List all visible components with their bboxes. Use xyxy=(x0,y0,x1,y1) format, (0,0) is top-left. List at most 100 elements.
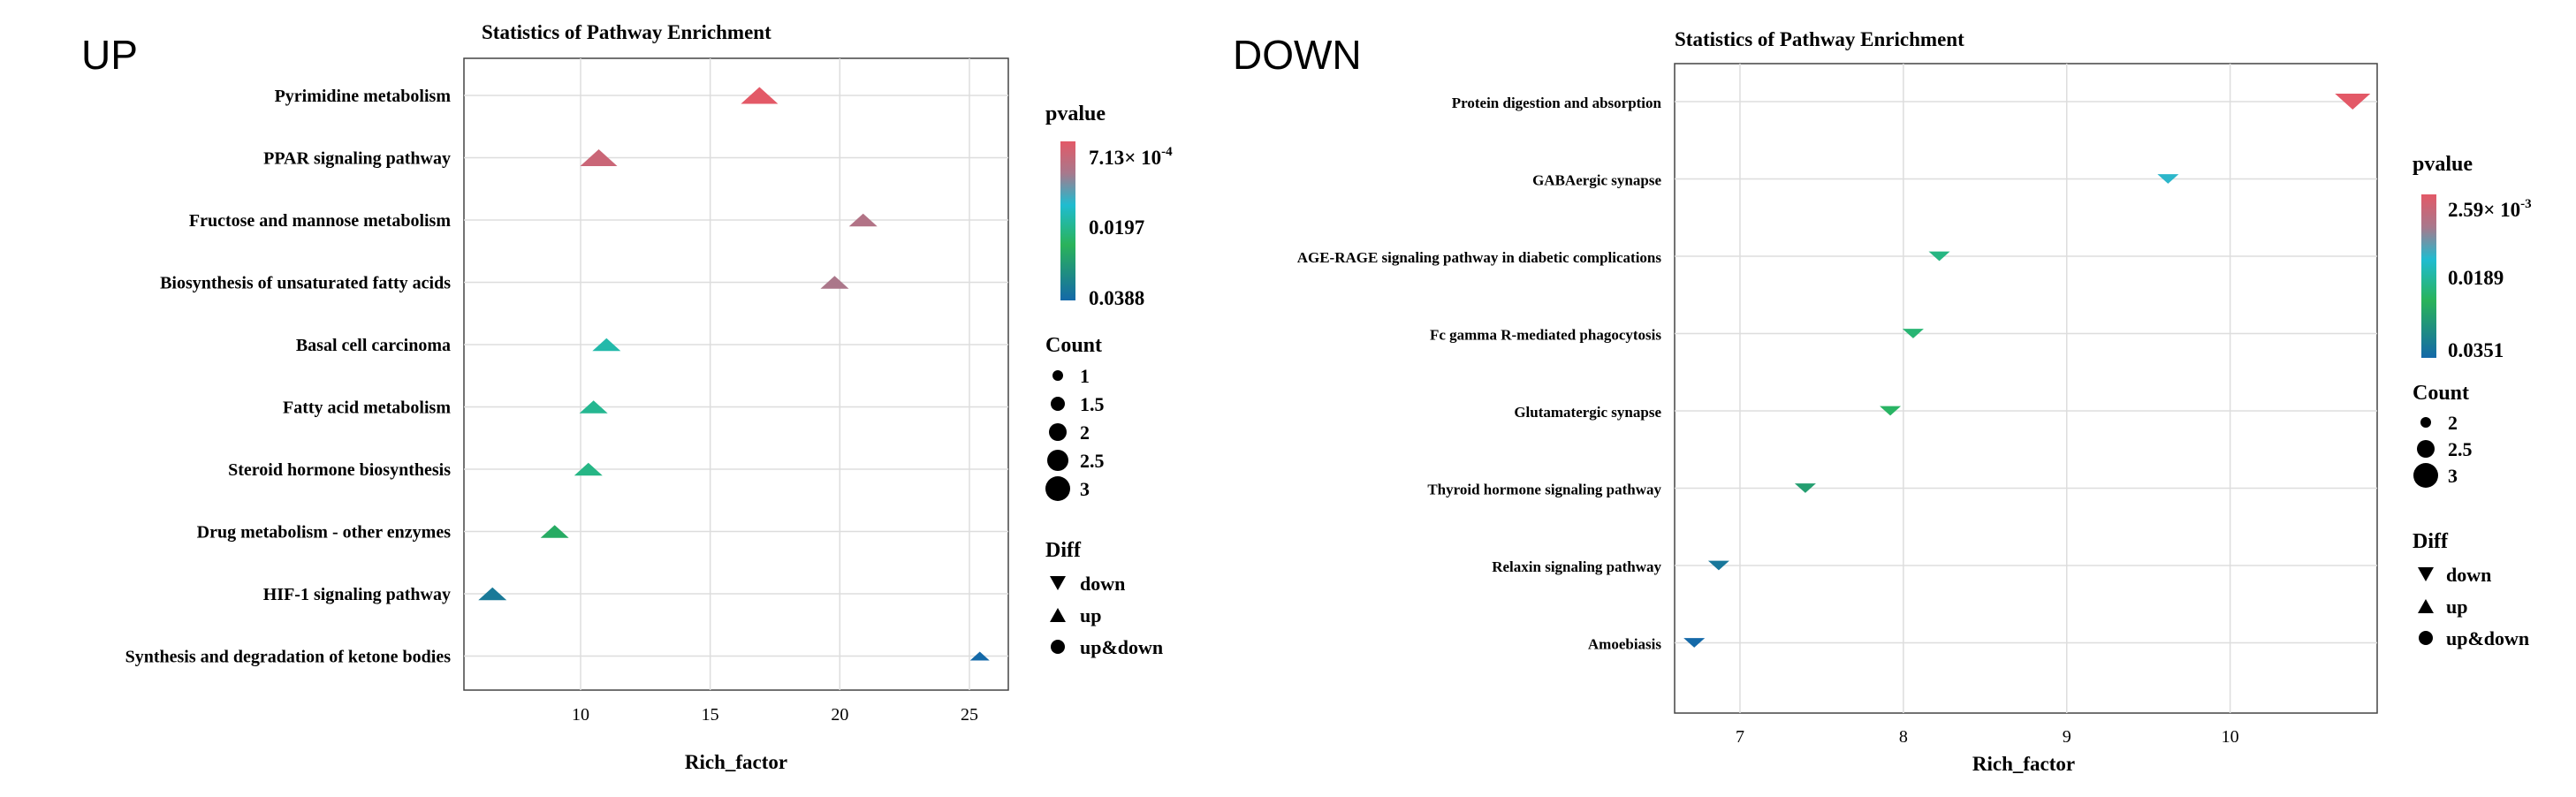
up-legend-count-title: Count xyxy=(1045,334,1102,357)
data-point xyxy=(1707,560,1729,571)
count-legend-label: 2.5 xyxy=(2448,438,2473,460)
x-tick-label: 8 xyxy=(1899,727,1908,747)
up-plot-area xyxy=(463,57,1009,691)
data-point xyxy=(1928,251,1950,262)
data-point xyxy=(969,651,990,661)
up-legend-diff-down: down xyxy=(1080,573,1125,595)
up-panel: UP Statistics of Pathway Enrichment Pyri… xyxy=(81,21,1173,773)
y-tick-label: Fc gamma R-mediated phagocytosis xyxy=(1430,327,1661,344)
count-legend-label: 2 xyxy=(2448,412,2458,434)
x-tick-label: 10 xyxy=(2222,727,2239,747)
up-panel-label: UP xyxy=(81,32,138,78)
y-tick-label: Protein digestion and absorption xyxy=(1452,95,1662,111)
data-point xyxy=(2335,94,2371,110)
data-point xyxy=(741,87,779,104)
down-legend-pvalue-title: pvalue xyxy=(2413,153,2473,176)
data-point xyxy=(592,338,621,352)
y-tick-label: Steroid hormone biosynthesis xyxy=(228,460,451,480)
x-tick-label: 10 xyxy=(572,705,589,725)
count-legend-dot xyxy=(1051,397,1065,411)
up-pvalue-max-exponent: -4 xyxy=(1161,145,1173,159)
count-legend-dot xyxy=(2420,417,2431,428)
count-legend-label: 1.5 xyxy=(1080,393,1105,415)
data-point xyxy=(1794,483,1816,493)
down-legend: pvalue 2.59× 10-3 0.0189 0.0351 Count 22… xyxy=(2413,153,2532,649)
up-y-tick-labels: Pyrimidine metabolism PPAR signaling path… xyxy=(125,87,452,667)
x-tick-label: 25 xyxy=(961,705,978,725)
data-point xyxy=(478,587,507,601)
y-tick-label: Thyroid hormone signaling pathway xyxy=(1427,482,1661,498)
down-panel: DOWN Statistics of Pathway Enrichment Pr… xyxy=(1233,28,2532,775)
data-point xyxy=(1902,329,1924,338)
down-legend-up-icon xyxy=(2418,599,2434,613)
down-legend-diff-title: Diff xyxy=(2413,530,2449,553)
y-tick-label: Fructose and mannose metabolism xyxy=(189,211,451,231)
y-tick-label: Fatty acid metabolism xyxy=(283,398,451,418)
up-x-tick-labels: 10 15 20 25 xyxy=(572,705,978,725)
data-point xyxy=(820,276,849,289)
up-count-legend: 1 1.5 2 2.5 3 xyxy=(1045,365,1105,501)
down-legend-down-icon xyxy=(2418,567,2434,581)
data-point xyxy=(579,400,608,414)
count-legend-dot xyxy=(1047,450,1068,471)
y-tick-label: Drug metabolism - other enzymes xyxy=(197,523,452,543)
up-pvalue-min-label: 0.0388 xyxy=(1089,287,1144,309)
down-x-tick-labels: 7 8 9 10 xyxy=(1736,727,2239,747)
y-tick-label: Glutamatergic synapse xyxy=(1514,404,1661,421)
up-legend-diff-updown: up&down xyxy=(1080,636,1163,658)
up-points xyxy=(478,87,990,661)
x-tick-label: 20 xyxy=(831,705,848,725)
y-tick-label: Biosynthesis of unsaturated fatty acids xyxy=(160,274,451,293)
y-tick-label: HIF-1 signaling pathway xyxy=(263,585,451,604)
y-tick-label: Basal cell carcinoma xyxy=(296,336,451,355)
up-pvalue-max-label: 7.13× 10-4 xyxy=(1089,145,1173,169)
data-point xyxy=(2157,174,2179,184)
count-legend-label: 3 xyxy=(2448,465,2458,487)
up-legend: pvalue 7.13× 10-4 0.0197 0.0388 Count 11… xyxy=(1045,102,1173,658)
y-tick-label: GABAergic synapse xyxy=(1532,172,1661,189)
x-tick-label: 7 xyxy=(1736,727,1744,747)
up-legend-diff-up: up xyxy=(1080,604,1101,626)
data-point xyxy=(540,525,569,538)
down-legend-diff-updown: up&down xyxy=(2446,627,2529,649)
down-chart-title: Statistics of Pathway Enrichment xyxy=(1675,28,1964,50)
down-y-tick-labels: Protein digestion and absorption GABAergi… xyxy=(1297,95,1662,653)
down-pvalue-max-exponent: -3 xyxy=(2520,197,2532,211)
up-x-axis-label: Rich_factor xyxy=(685,751,787,773)
down-legend-updown-icon xyxy=(2419,631,2433,645)
up-pvalue-colorbar xyxy=(1060,141,1075,300)
down-panel-label: DOWN xyxy=(1233,32,1362,78)
count-legend-label: 3 xyxy=(1080,478,1090,500)
count-legend-dot xyxy=(2413,463,2438,488)
down-count-legend: 22.53 xyxy=(2413,412,2473,488)
down-pvalue-mid-label: 0.0189 xyxy=(2448,267,2504,289)
down-pvalue-min-label: 0.0351 xyxy=(2448,339,2504,361)
y-tick-label: Pyrimidine metabolism xyxy=(275,87,452,106)
down-points xyxy=(1683,94,2371,648)
y-tick-label: Amoebiasis xyxy=(1588,636,1662,653)
up-legend-up-icon xyxy=(1050,608,1066,622)
data-point xyxy=(580,149,618,166)
down-pvalue-colorbar xyxy=(2421,194,2436,358)
up-grid xyxy=(464,58,1008,690)
up-legend-down-icon xyxy=(1050,576,1066,590)
count-legend-label: 1 xyxy=(1080,365,1090,387)
data-point xyxy=(848,213,878,227)
up-chart-title: Statistics of Pathway Enrichment xyxy=(482,21,771,43)
up-legend-diff-title: Diff xyxy=(1045,539,1082,562)
up-legend-updown-icon xyxy=(1051,640,1065,654)
down-plot-area xyxy=(1674,63,2378,714)
count-legend-dot xyxy=(1049,423,1067,441)
down-legend-diff-down: down xyxy=(2446,564,2491,586)
x-tick-label: 15 xyxy=(702,705,719,725)
data-point xyxy=(574,462,603,476)
down-pvalue-max-label: 2.59× 10-3 xyxy=(2448,197,2532,221)
count-legend-label: 2 xyxy=(1080,421,1090,444)
down-x-axis-label: Rich_factor xyxy=(1972,753,2075,775)
y-tick-label: Synthesis and degradation of ketone bodi… xyxy=(125,648,452,667)
y-tick-label: AGE-RAGE signaling pathway in diabetic c… xyxy=(1297,249,1662,266)
y-tick-label: PPAR signaling pathway xyxy=(263,149,451,169)
up-legend-pvalue-title: pvalue xyxy=(1045,102,1106,125)
x-tick-label: 9 xyxy=(2063,727,2071,747)
